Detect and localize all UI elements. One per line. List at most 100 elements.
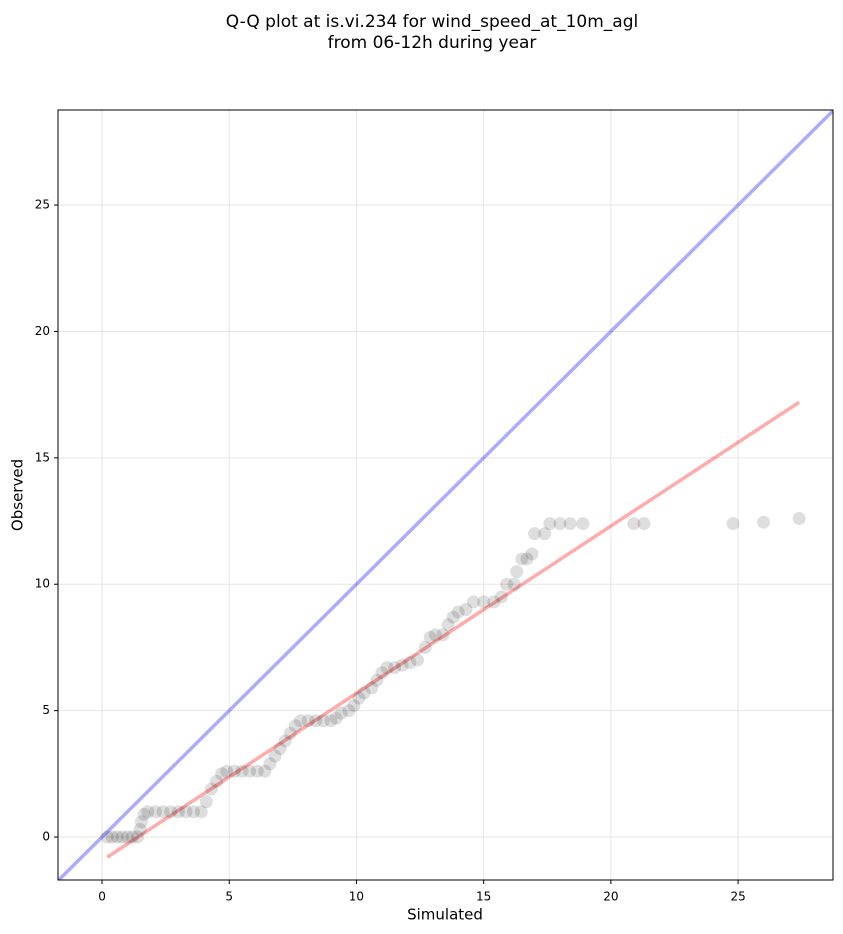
point [133,822,147,836]
point [171,805,185,819]
point [507,577,521,591]
x-tick-label: 5 [225,890,233,904]
point [137,807,151,821]
point [515,552,529,566]
point [411,653,425,667]
point [131,830,145,844]
plot-data [58,110,833,880]
point [459,603,473,617]
x-tick-label: 10 [349,890,364,904]
point [316,714,330,728]
point [352,691,366,705]
reference-line [58,110,833,880]
point [215,767,229,781]
point [563,517,577,531]
point [126,830,140,844]
y-tick-label: 25 [35,198,50,212]
grid [58,110,833,880]
point [451,605,465,619]
point [210,774,224,788]
point [278,734,292,748]
point [268,749,282,763]
point [510,565,524,579]
point [520,552,534,566]
point [342,704,356,718]
point [576,517,590,531]
x-tick-label: 0 [98,890,106,904]
point [293,714,307,728]
point [553,517,567,531]
point [204,782,218,796]
point [334,706,348,720]
point [365,681,379,695]
point [283,726,297,740]
point [164,805,178,819]
point [543,517,557,531]
chart-title: from 06-12h during year [328,33,537,53]
point [100,830,114,844]
y-tick-label: 0 [42,830,50,844]
point [627,517,641,531]
point [525,547,539,561]
point [418,640,432,654]
point [436,628,450,642]
point [258,764,272,778]
point [380,661,394,675]
point [199,795,213,809]
plot-frame [57,109,834,881]
point [148,805,162,819]
point [388,661,402,675]
point [115,830,129,844]
point [235,764,249,778]
point [309,714,323,728]
point [329,711,343,725]
point [357,686,371,700]
point [487,595,501,609]
point [288,719,302,733]
y-axis-label: Observed [9,459,27,531]
point [324,714,338,728]
point [263,757,277,771]
y-tick-label: 10 [35,577,50,591]
point [220,764,234,778]
point [105,830,119,844]
y-tick-label: 5 [42,703,50,717]
point [194,805,208,819]
point [538,527,552,541]
point [134,815,148,829]
point [187,805,201,819]
point [477,595,491,609]
point [156,805,170,819]
reference-line [106,400,801,859]
point [500,577,514,591]
point [428,628,442,642]
x-tick-label: 15 [476,890,491,904]
point [726,517,740,531]
point [528,527,542,541]
ticks: 0 5 10 15 20 25 0 5 10 15 20 25 [35,198,746,904]
y-tick-label: 15 [35,450,50,464]
point [375,666,389,680]
point [227,764,241,778]
point [757,515,771,529]
point [273,742,287,756]
point [141,805,155,819]
point [637,517,651,531]
point [395,658,409,672]
point [243,764,257,778]
point [110,830,124,844]
y-tick-label: 20 [35,324,50,338]
point [250,764,264,778]
point [792,512,806,526]
point [441,618,455,632]
point [347,699,361,713]
point [403,656,417,670]
x-tick-label: 25 [730,890,745,904]
x-axis-label: Simulated [407,906,483,924]
point [494,590,508,604]
point [370,673,384,687]
point [423,630,437,644]
point [179,805,193,819]
